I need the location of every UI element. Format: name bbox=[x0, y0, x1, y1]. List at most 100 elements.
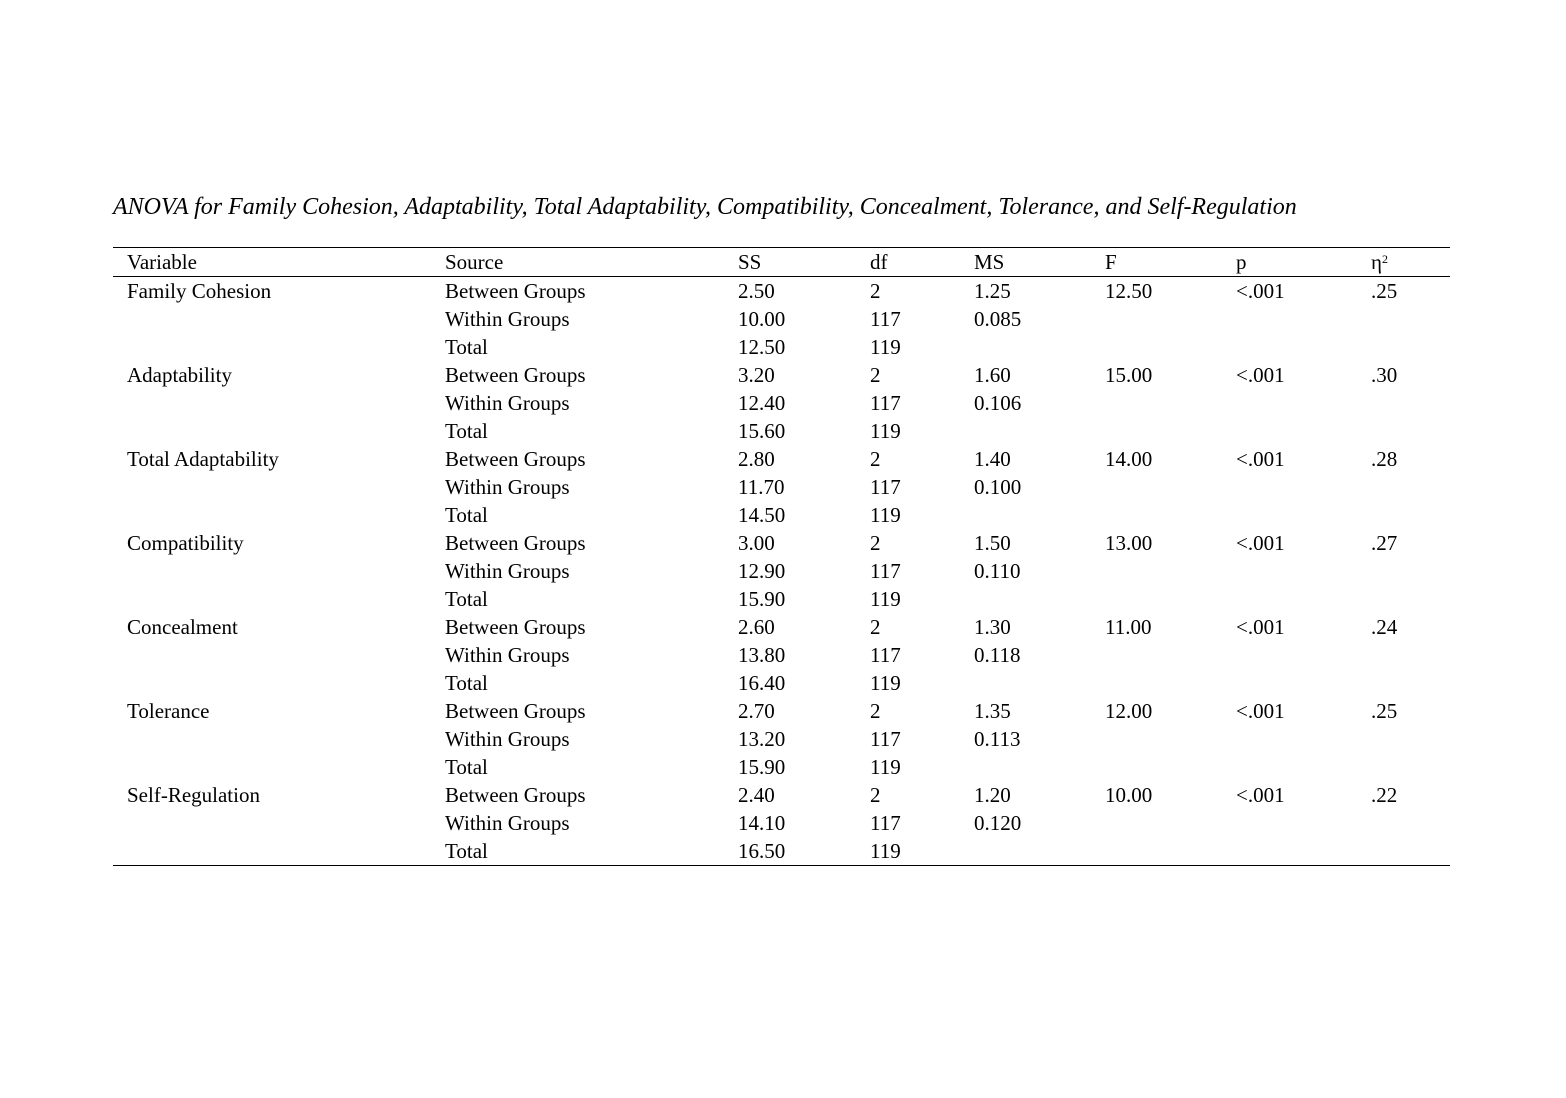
header-ms: MS bbox=[974, 250, 1005, 274]
cell-ms bbox=[974, 837, 1105, 866]
cell-df: 117 bbox=[870, 475, 901, 499]
cell-source: Between Groups bbox=[445, 783, 586, 807]
cell-ss: 2.40 bbox=[738, 783, 775, 807]
cell-source: Total bbox=[445, 839, 488, 863]
table-row: Total 16.40 119 bbox=[113, 669, 1450, 697]
cell-eta-squared: .30 bbox=[1371, 363, 1398, 387]
cell-source: Between Groups bbox=[445, 699, 586, 723]
cell-p bbox=[1236, 641, 1371, 669]
cell-variable bbox=[113, 473, 445, 501]
cell-ms: 1.30 bbox=[974, 615, 1011, 639]
cell-ms: 0.100 bbox=[974, 475, 1022, 499]
cell-p bbox=[1236, 389, 1371, 417]
cell-p bbox=[1236, 753, 1371, 781]
cell-ss: 12.90 bbox=[738, 559, 786, 583]
cell-variable: Total Adaptability bbox=[127, 447, 279, 471]
cell-df: 119 bbox=[870, 419, 901, 443]
cell-ss: 12.50 bbox=[738, 335, 786, 359]
cell-source: Within Groups bbox=[445, 811, 570, 835]
cell-p: <.001 bbox=[1236, 447, 1285, 471]
cell-f bbox=[1105, 305, 1236, 333]
cell-p bbox=[1236, 585, 1371, 613]
cell-f bbox=[1105, 669, 1236, 697]
cell-eta-squared: .27 bbox=[1371, 531, 1398, 555]
cell-p bbox=[1236, 837, 1371, 866]
cell-variable bbox=[113, 641, 445, 669]
cell-f: 12.50 bbox=[1105, 279, 1153, 303]
cell-df: 119 bbox=[870, 839, 901, 863]
cell-source: Between Groups bbox=[445, 279, 586, 303]
cell-f bbox=[1105, 753, 1236, 781]
cell-p: <.001 bbox=[1236, 783, 1285, 807]
cell-ms bbox=[974, 501, 1105, 529]
cell-ms bbox=[974, 669, 1105, 697]
cell-eta-squared bbox=[1371, 725, 1450, 753]
cell-variable: Adaptability bbox=[127, 363, 232, 387]
cell-source: Within Groups bbox=[445, 475, 570, 499]
cell-ms: 1.35 bbox=[974, 699, 1011, 723]
cell-ms: 1.40 bbox=[974, 447, 1011, 471]
cell-source: Between Groups bbox=[445, 531, 586, 555]
cell-ss: 13.80 bbox=[738, 643, 786, 667]
cell-eta-squared: .25 bbox=[1371, 699, 1398, 723]
cell-eta-squared: .24 bbox=[1371, 615, 1398, 639]
cell-f bbox=[1105, 473, 1236, 501]
cell-p bbox=[1236, 669, 1371, 697]
cell-f: 11.00 bbox=[1105, 615, 1152, 639]
cell-variable bbox=[113, 809, 445, 837]
cell-source: Total bbox=[445, 587, 488, 611]
cell-eta-squared: .25 bbox=[1371, 279, 1398, 303]
cell-variable: Compatibility bbox=[127, 531, 244, 555]
cell-eta-squared bbox=[1371, 333, 1450, 361]
table-row: Total 15.90 119 bbox=[113, 753, 1450, 781]
cell-ms bbox=[974, 753, 1105, 781]
cell-variable bbox=[113, 557, 445, 585]
table-row: Concealment Between Groups 2.60 2 1.30 11.00 <… bbox=[113, 613, 1450, 641]
cell-f: 10.00 bbox=[1105, 783, 1153, 807]
cell-f bbox=[1105, 585, 1236, 613]
header-eta-base: η bbox=[1371, 250, 1382, 274]
cell-f bbox=[1105, 725, 1236, 753]
cell-source: Within Groups bbox=[445, 643, 570, 667]
cell-p: <.001 bbox=[1236, 531, 1285, 555]
cell-source: Total bbox=[445, 503, 488, 527]
cell-eta-squared bbox=[1371, 585, 1450, 613]
cell-ss: 15.90 bbox=[738, 587, 786, 611]
cell-ss: 12.40 bbox=[738, 391, 786, 415]
table-row: Family Cohesion Between Groups 2.50 2 1.25 12… bbox=[113, 277, 1450, 306]
cell-eta-squared bbox=[1371, 417, 1450, 445]
cell-p: <.001 bbox=[1236, 363, 1285, 387]
cell-f bbox=[1105, 809, 1236, 837]
cell-variable bbox=[113, 333, 445, 361]
cell-ss: 3.20 bbox=[738, 363, 775, 387]
cell-df: 117 bbox=[870, 391, 901, 415]
cell-ms bbox=[974, 585, 1105, 613]
cell-source: Within Groups bbox=[445, 391, 570, 415]
cell-eta-squared: .28 bbox=[1371, 447, 1398, 471]
table-row: Compatibility Between Groups 3.00 2 1.50 13.0… bbox=[113, 529, 1450, 557]
cell-eta-squared bbox=[1371, 809, 1450, 837]
cell-ms: 1.20 bbox=[974, 783, 1011, 807]
cell-eta-squared bbox=[1371, 389, 1450, 417]
cell-f: 13.00 bbox=[1105, 531, 1153, 555]
cell-ss: 2.50 bbox=[738, 279, 775, 303]
cell-df: 117 bbox=[870, 727, 901, 751]
cell-variable bbox=[113, 305, 445, 333]
cell-ms: 0.113 bbox=[974, 727, 1021, 751]
cell-df: 119 bbox=[870, 587, 901, 611]
cell-variable bbox=[113, 753, 445, 781]
table-row: Total 14.50 119 bbox=[113, 501, 1450, 529]
cell-ss: 2.60 bbox=[738, 615, 775, 639]
cell-eta-squared bbox=[1371, 501, 1450, 529]
cell-ss: 15.90 bbox=[738, 755, 786, 779]
cell-p: <.001 bbox=[1236, 279, 1285, 303]
table-row: Adaptability Between Groups 3.20 2 1.60 15.00… bbox=[113, 361, 1450, 389]
cell-eta-squared: .22 bbox=[1371, 783, 1398, 807]
cell-df: 117 bbox=[870, 307, 901, 331]
table-caption: ANOVA for Family Cohesion, Adaptability,… bbox=[113, 194, 1297, 220]
table-row: Total 16.50 119 bbox=[113, 837, 1450, 866]
header-f: F bbox=[1105, 250, 1117, 274]
table-row: Total 15.60 119 bbox=[113, 417, 1450, 445]
cell-f bbox=[1105, 417, 1236, 445]
table-row: Tolerance Between Groups 2.70 2 1.35 12.00 <.0… bbox=[113, 697, 1450, 725]
